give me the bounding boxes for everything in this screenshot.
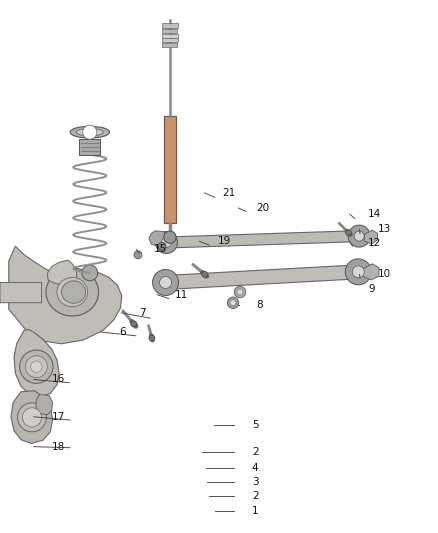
Circle shape: [354, 231, 364, 241]
Circle shape: [230, 300, 236, 306]
Circle shape: [134, 251, 142, 259]
Circle shape: [227, 297, 239, 309]
Circle shape: [25, 356, 47, 378]
Polygon shape: [149, 231, 166, 246]
Polygon shape: [9, 246, 122, 344]
Ellipse shape: [46, 268, 99, 316]
Text: 13: 13: [378, 224, 391, 234]
Bar: [162, 23, 178, 28]
Ellipse shape: [76, 128, 103, 136]
Polygon shape: [363, 264, 379, 280]
Ellipse shape: [70, 126, 110, 138]
Text: 17: 17: [52, 412, 65, 422]
Circle shape: [22, 408, 42, 427]
Circle shape: [152, 270, 179, 295]
Bar: [162, 29, 177, 33]
Text: 15: 15: [154, 245, 167, 254]
Circle shape: [149, 335, 155, 341]
Text: 12: 12: [368, 238, 381, 247]
Text: 2: 2: [252, 447, 258, 457]
Circle shape: [31, 361, 42, 373]
Circle shape: [83, 125, 97, 139]
Text: 5: 5: [252, 420, 258, 430]
Circle shape: [20, 350, 53, 383]
Text: 4: 4: [252, 463, 258, 473]
Circle shape: [18, 403, 46, 432]
Circle shape: [159, 277, 172, 288]
Ellipse shape: [57, 277, 88, 307]
Polygon shape: [166, 231, 359, 248]
Text: 2: 2: [252, 491, 258, 500]
Polygon shape: [47, 260, 77, 285]
Circle shape: [201, 271, 208, 277]
Circle shape: [82, 265, 98, 281]
Bar: [164, 116, 176, 223]
Text: 20: 20: [256, 203, 269, 213]
Bar: [162, 38, 178, 42]
Circle shape: [348, 225, 370, 247]
Polygon shape: [14, 329, 59, 397]
Bar: [162, 43, 177, 47]
Text: 1: 1: [252, 506, 258, 515]
Text: 14: 14: [368, 209, 381, 219]
Circle shape: [158, 243, 166, 250]
Text: 3: 3: [252, 478, 258, 487]
Circle shape: [346, 230, 352, 236]
Circle shape: [345, 259, 371, 285]
Polygon shape: [36, 394, 53, 415]
Ellipse shape: [61, 281, 86, 303]
Bar: [162, 34, 178, 38]
Text: 21: 21: [223, 188, 236, 198]
Text: 16: 16: [52, 375, 65, 384]
Text: 6: 6: [119, 327, 126, 337]
Circle shape: [352, 266, 364, 278]
Circle shape: [155, 231, 177, 254]
Circle shape: [234, 286, 246, 298]
Circle shape: [162, 238, 171, 247]
Text: 18: 18: [52, 442, 65, 451]
Text: 11: 11: [175, 290, 188, 300]
Text: 8: 8: [256, 300, 263, 310]
Bar: [79, 139, 100, 155]
Text: 9: 9: [368, 285, 374, 294]
Circle shape: [131, 321, 137, 327]
Polygon shape: [364, 230, 378, 244]
Text: 19: 19: [218, 237, 231, 246]
Polygon shape: [165, 265, 359, 289]
FancyBboxPatch shape: [0, 282, 42, 303]
Circle shape: [164, 231, 176, 244]
Polygon shape: [11, 391, 53, 443]
Text: 10: 10: [378, 270, 391, 279]
Circle shape: [237, 289, 243, 295]
Text: 7: 7: [139, 308, 146, 318]
